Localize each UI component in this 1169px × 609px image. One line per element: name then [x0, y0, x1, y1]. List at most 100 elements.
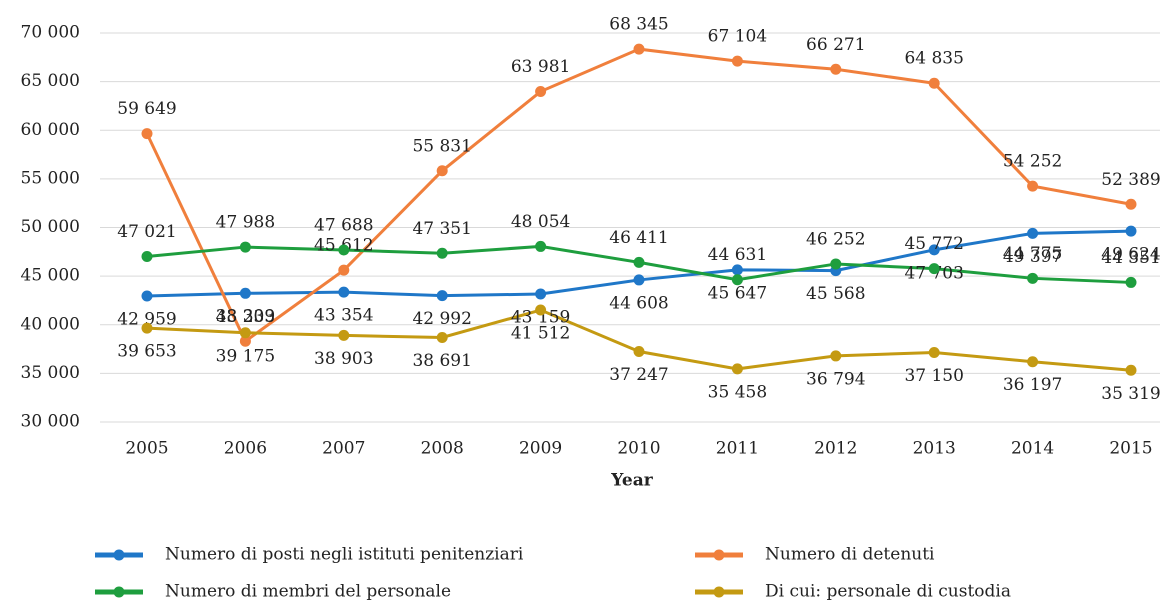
- data-point: [633, 256, 645, 268]
- data-label: 67 104: [708, 27, 767, 47]
- data-label: 45 568: [806, 284, 865, 304]
- data-label: 37 247: [609, 365, 668, 385]
- data-label: 35 458: [708, 382, 767, 402]
- data-label: 47 021: [117, 222, 176, 242]
- data-label: 35 319: [1101, 384, 1160, 404]
- data-point: [1027, 227, 1039, 239]
- data-label: 37 150: [904, 366, 963, 386]
- data-label: 39 653: [117, 342, 176, 362]
- data-label: 49 624: [1101, 245, 1160, 265]
- data-point: [731, 274, 743, 286]
- data-label: 46 252: [806, 229, 865, 249]
- y-tick-label: 65 000: [21, 71, 80, 91]
- data-point: [141, 250, 153, 262]
- data-point: [830, 63, 842, 75]
- data-point: [633, 346, 645, 358]
- legend-label: Numero di detenuti: [765, 545, 935, 565]
- data-label: 52 389: [1101, 170, 1160, 190]
- y-tick-label: 30 000: [21, 412, 80, 432]
- data-point: [239, 335, 251, 347]
- data-point: [731, 55, 743, 67]
- x-tick-label: 2009: [519, 439, 562, 459]
- data-point: [239, 241, 251, 253]
- data-point: [141, 290, 153, 302]
- y-tick-label: 60 000: [21, 120, 80, 140]
- x-tick-label: 2006: [224, 439, 267, 459]
- data-label: 64 835: [904, 49, 963, 69]
- data-point: [1027, 180, 1039, 192]
- data-point: [731, 363, 743, 375]
- data-point: [535, 288, 547, 300]
- data-point: [928, 77, 940, 89]
- data-label: 43 233: [216, 307, 275, 327]
- data-label: 48 054: [511, 212, 570, 232]
- data-label: 36 197: [1003, 375, 1062, 395]
- legend-marker: [713, 586, 725, 598]
- data-label: 41 512: [511, 324, 570, 344]
- data-label: 63 981: [511, 57, 570, 77]
- data-point: [436, 165, 448, 177]
- data-point: [338, 244, 350, 256]
- data-label: 44 631: [708, 245, 767, 265]
- y-tick-label: 45 000: [21, 266, 80, 286]
- data-point: [633, 274, 645, 286]
- data-point: [830, 350, 842, 362]
- x-axis-title: Year: [610, 471, 653, 491]
- data-point: [436, 331, 448, 343]
- data-label: 46 411: [609, 228, 668, 248]
- legend-marker: [113, 549, 125, 561]
- data-label: 55 831: [412, 136, 471, 156]
- data-point: [239, 327, 251, 339]
- data-label: 44 351: [1101, 248, 1160, 268]
- data-point: [141, 128, 153, 140]
- legend-label: Di cui: personale di custodia: [765, 582, 1011, 602]
- data-point: [1125, 364, 1137, 376]
- data-point: [633, 43, 645, 55]
- data-point: [436, 290, 448, 302]
- data-label: 38 691: [412, 351, 471, 371]
- x-tick-label: 2007: [322, 439, 365, 459]
- legend-label: Numero di membri del personale: [165, 582, 451, 602]
- legend-marker: [713, 549, 725, 561]
- data-label: 47 351: [412, 219, 471, 239]
- data-label: 68 345: [609, 15, 668, 35]
- data-label: 49 397: [1003, 247, 1062, 267]
- data-label: 39 175: [216, 346, 275, 366]
- data-point: [928, 263, 940, 275]
- y-tick-label: 55 000: [21, 168, 80, 188]
- data-label: 54 252: [1003, 152, 1062, 172]
- data-label: 45 772: [904, 234, 963, 254]
- data-label: 42 992: [412, 309, 471, 329]
- series-line: [146, 308, 1132, 372]
- data-label: 42 959: [117, 309, 176, 329]
- y-tick-label: 70 000: [21, 23, 80, 43]
- y-tick-label: 35 000: [21, 363, 80, 383]
- data-point: [1125, 276, 1137, 288]
- x-tick-label: 2015: [1109, 439, 1152, 459]
- data-point: [535, 86, 547, 98]
- x-tick-label: 2013: [913, 439, 956, 459]
- data-point: [928, 346, 940, 358]
- data-point: [1027, 356, 1039, 368]
- data-point: [928, 244, 940, 256]
- data-point: [1027, 272, 1039, 284]
- data-point: [239, 287, 251, 299]
- x-tick-label: 2011: [716, 439, 759, 459]
- data-label: 47 988: [216, 213, 275, 233]
- data-label: 43 159: [511, 308, 570, 328]
- x-tick-label: 2014: [1011, 439, 1054, 459]
- y-tick-label: 40 000: [21, 314, 80, 334]
- data-point: [338, 264, 350, 276]
- legend-label: Numero di posti negli istituti penitenzi…: [165, 545, 524, 565]
- data-label: 59 649: [117, 99, 176, 119]
- data-label: 38 903: [314, 349, 373, 369]
- x-tick-label: 2005: [125, 439, 168, 459]
- data-label: 47 688: [314, 215, 373, 235]
- legend-marker: [113, 586, 125, 598]
- data-point: [436, 247, 448, 259]
- data-label: 43 354: [314, 306, 373, 326]
- data-point: [1125, 198, 1137, 210]
- data-point: [830, 258, 842, 270]
- x-tick-label: 2010: [617, 439, 660, 459]
